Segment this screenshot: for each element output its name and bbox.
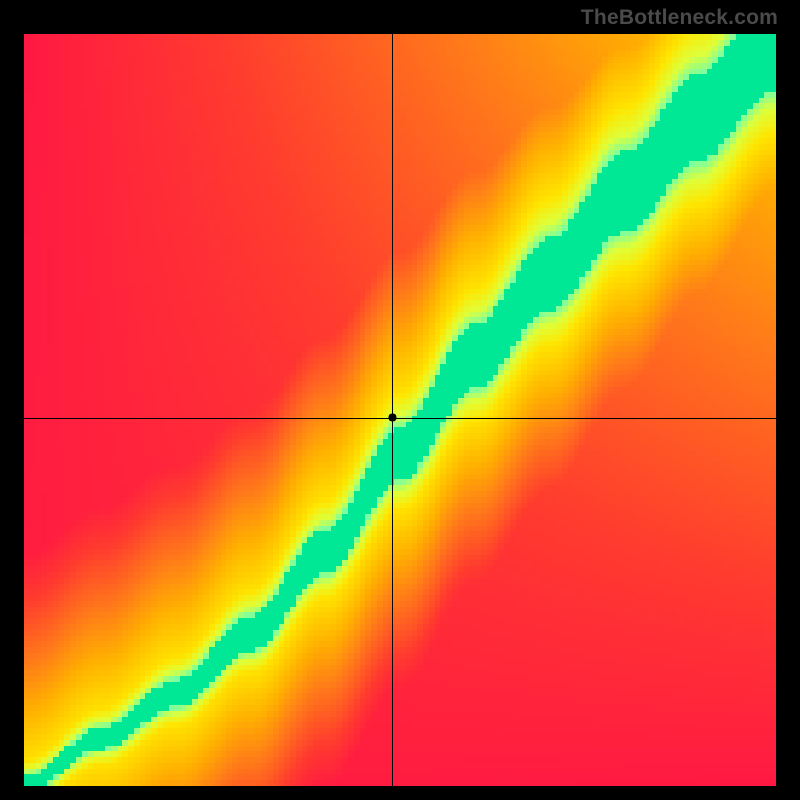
watermark-text: TheBottleneck.com (581, 6, 778, 30)
heatmap-canvas (24, 34, 776, 786)
chart-frame: TheBottleneck.com (0, 0, 800, 800)
heatmap-container (24, 34, 776, 786)
